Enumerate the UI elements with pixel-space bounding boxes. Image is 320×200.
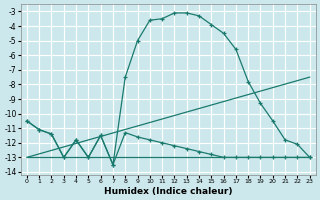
X-axis label: Humidex (Indice chaleur): Humidex (Indice chaleur): [104, 187, 233, 196]
